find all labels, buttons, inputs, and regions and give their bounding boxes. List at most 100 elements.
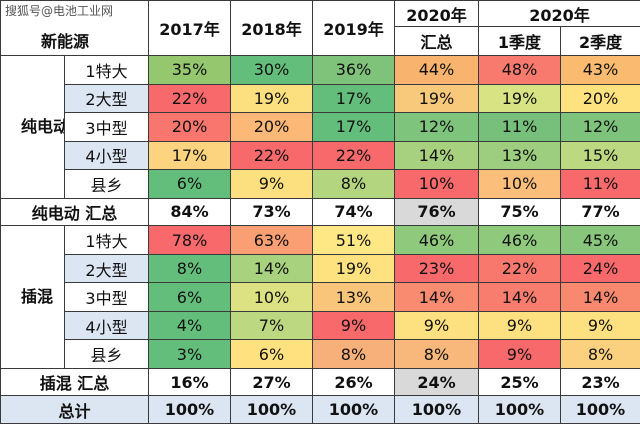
bev-row-label: 1特大 [64,55,149,85]
bev-value-cell: 9% [230,169,313,199]
bev-value-cell: 22% [230,140,313,171]
col-header-2018: 2018年 [230,0,313,57]
phev-row: 3中型 6% 10% 13% 14% 14% 14% [1,282,640,312]
bev-value-cell: 36% [312,55,395,85]
bev-group-label: 纯电动 [0,55,65,199]
phev-value-cell: 78% [148,225,231,255]
bev-row-label: 3中型 [64,112,149,142]
bev-value-cell: 6% [148,169,231,199]
grand-total-row: 总计 100% 100% 100% 100% 100% 100% [0,395,640,424]
phev-row-label: 县乡 [64,339,149,369]
bev-value-cell: 20% [559,83,640,114]
grand-total-q2: 100% [559,395,640,424]
bev-value-cell: 8% [312,169,395,199]
phev-value-cell: 4% [148,310,231,341]
bev-value-cell: 10% [394,169,479,199]
phev-value-cell: 10% [230,282,313,312]
phev-row-label: 4小型 [64,310,149,341]
bev-value-cell: 19% [394,83,479,114]
bev-row: 县乡 6% 9% 8% 10% 10% 11% [1,169,640,199]
phev-value-cell: 14% [559,282,640,312]
bev-value-cell: 17% [148,140,231,171]
bev-value-cell: 11% [478,112,561,142]
col-header-q2: 2季度 [559,26,640,57]
phev-value-cell: 22% [478,253,561,284]
bev-row-label: 县乡 [64,169,149,199]
bev-total-q2: 77% [559,197,640,227]
bev-value-cell: 13% [478,140,561,171]
phev-value-cell: 7% [230,310,313,341]
phev-total-q2: 23% [559,367,640,397]
bev-value-cell: 44% [394,55,479,85]
phev-total-q1: 25% [478,367,561,397]
phev-value-cell: 6% [148,282,231,312]
col-header-q1: 1季度 [478,26,561,57]
phev-total-2020: 24% [394,367,479,397]
bev-total-label: 纯电动 汇总 [0,197,149,227]
bev-value-cell: 17% [312,112,395,142]
phev-value-cell: 9% [559,310,640,341]
phev-value-cell: 8% [559,339,640,369]
phev-value-cell: 6% [230,339,313,369]
phev-value-cell: 9% [394,310,479,341]
bev-value-cell: 20% [148,112,231,142]
phev-total-2018: 27% [230,367,313,397]
bev-value-cell: 10% [478,169,561,199]
phev-row: 插混 1特大 78% 63% 51% 46% 46% 45% [0,225,640,369]
phev-row-label: 3中型 [64,282,149,312]
phev-value-cell: 8% [394,339,479,369]
bev-value-cell: 48% [478,55,561,85]
bev-row: 3中型 20% 20% 17% 12% 11% 12% [1,112,640,142]
col-header-2017: 2017年 [148,0,231,57]
phev-row: 4小型 4% 7% 9% 9% 9% 9% [1,310,640,341]
bev-total-2020: 76% [394,197,479,227]
bev-total-2017: 84% [148,197,231,227]
phev-value-cell: 19% [312,253,395,284]
phev-value-cell: 8% [148,253,231,284]
grand-total-2020: 100% [394,395,479,424]
bev-section: 纯电动 1特大 35% 30% 36% 44% 48% 43% 2大型 22% 19% 17% 19% 1… [0,55,640,199]
phev-row-label: 2大型 [64,253,149,284]
bev-total-2018: 73% [230,197,313,227]
bev-value-cell: 22% [312,140,395,171]
col-header-2020-total: 汇总 [394,26,479,57]
bev-total-2019: 74% [312,197,395,227]
bev-row: 2大型 22% 19% 17% 19% 19% 20% [1,83,640,114]
bev-total-q1: 75% [478,197,561,227]
phev-value-cell: 63% [230,225,313,255]
watermark: 搜狐号@电池工业网 [5,4,114,18]
bev-value-cell: 12% [559,112,640,142]
bev-value-cell: 14% [394,140,479,171]
phev-value-cell: 9% [478,310,561,341]
bev-value-cell: 19% [230,83,313,114]
phev-value-cell: 14% [394,282,479,312]
grand-total-2017: 100% [148,395,231,424]
bev-value-cell: 35% [148,55,231,85]
grand-total-2019: 100% [312,395,395,424]
phev-total-row: 插混 汇总 16% 27% 26% 24% 25% 23% [0,367,640,397]
phev-total-2017: 16% [148,367,231,397]
corner-header: 搜狐号@电池工业网 新能源 [0,0,149,57]
bev-value-cell: 30% [230,55,313,85]
bev-value-cell: 43% [559,55,640,85]
phev-value-cell: 14% [478,282,561,312]
phev-value-cell: 9% [478,339,561,369]
phev-row: 县乡 3% 6% 8% 8% 9% 8% [1,339,640,369]
bev-value-cell: 15% [559,140,640,171]
bev-total-row: 纯电动 汇总 84% 73% 74% 76% 75% 77% [0,197,640,227]
bev-value-cell: 19% [478,83,561,114]
grand-total-label: 总计 [0,395,149,424]
grand-total-q1: 100% [478,395,561,424]
bev-row: 纯电动 1特大 35% 30% 36% 44% 48% 43% [0,55,640,199]
phev-total-label: 插混 汇总 [0,367,149,397]
phev-section: 插混 1特大 78% 63% 51% 46% 46% 45% 2大型 8% 14% 19% 23% 22%… [0,225,640,369]
bev-value-cell: 12% [394,112,479,142]
bev-row-label: 2大型 [64,83,149,114]
phev-value-cell: 13% [312,282,395,312]
col-header-2019: 2019年 [312,0,395,57]
bev-value-cell: 11% [559,169,640,199]
corner-label: 新能源 [41,32,90,51]
phev-total-2019: 26% [312,367,395,397]
bev-value-cell: 17% [312,83,395,114]
